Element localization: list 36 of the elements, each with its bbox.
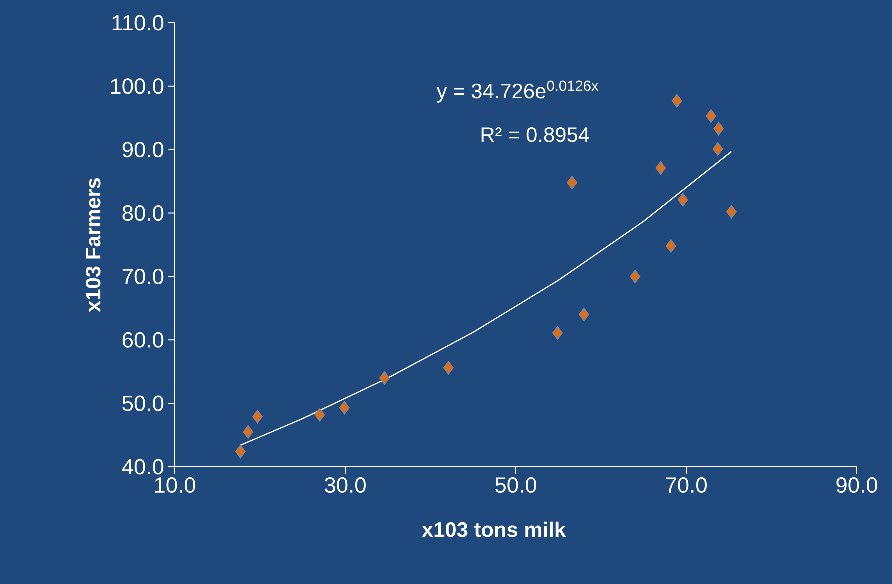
x-tick-label: 70.0 (666, 478, 707, 494)
y-tick-label: 110.0 (112, 15, 164, 31)
point (314, 408, 326, 422)
x-tick-label: 50.0 (496, 478, 536, 494)
point (714, 122, 724, 136)
x-tick-label: 30.0 (325, 478, 366, 494)
point (552, 326, 564, 340)
y-tick-label: 60.0 (122, 332, 164, 348)
point (252, 410, 263, 424)
annotation: R² = 0.8954 (482, 127, 590, 142)
point (630, 270, 641, 284)
y-axis-title: x103 Farmers (86, 178, 101, 312)
point (666, 239, 676, 254)
point (243, 425, 254, 440)
x-tick-label: 90.0 (836, 478, 878, 494)
point (726, 205, 737, 219)
point (678, 193, 688, 207)
point (706, 109, 716, 124)
x-tick-label: 10.0 (155, 478, 196, 494)
y-tick-label: 100.0 (111, 78, 164, 94)
point (379, 371, 390, 386)
y-tick-label: 80.0 (122, 206, 164, 222)
point (656, 161, 666, 176)
y-tick-label: 50.0 (122, 396, 164, 412)
point (672, 94, 682, 108)
point (443, 361, 454, 375)
annotation: y = 34.726e$^{0.0126x}$ (436, 80, 599, 103)
y-tick-label: 40.0 (122, 459, 164, 475)
point (339, 401, 350, 415)
point (566, 176, 578, 190)
point (578, 308, 590, 322)
point (712, 142, 724, 156)
y-tick-label: 70.0 (122, 268, 164, 284)
x-axis-title: x103 tons milk (422, 522, 566, 538)
point (235, 444, 246, 459)
y-tick-label: 90.0 (122, 142, 164, 158)
